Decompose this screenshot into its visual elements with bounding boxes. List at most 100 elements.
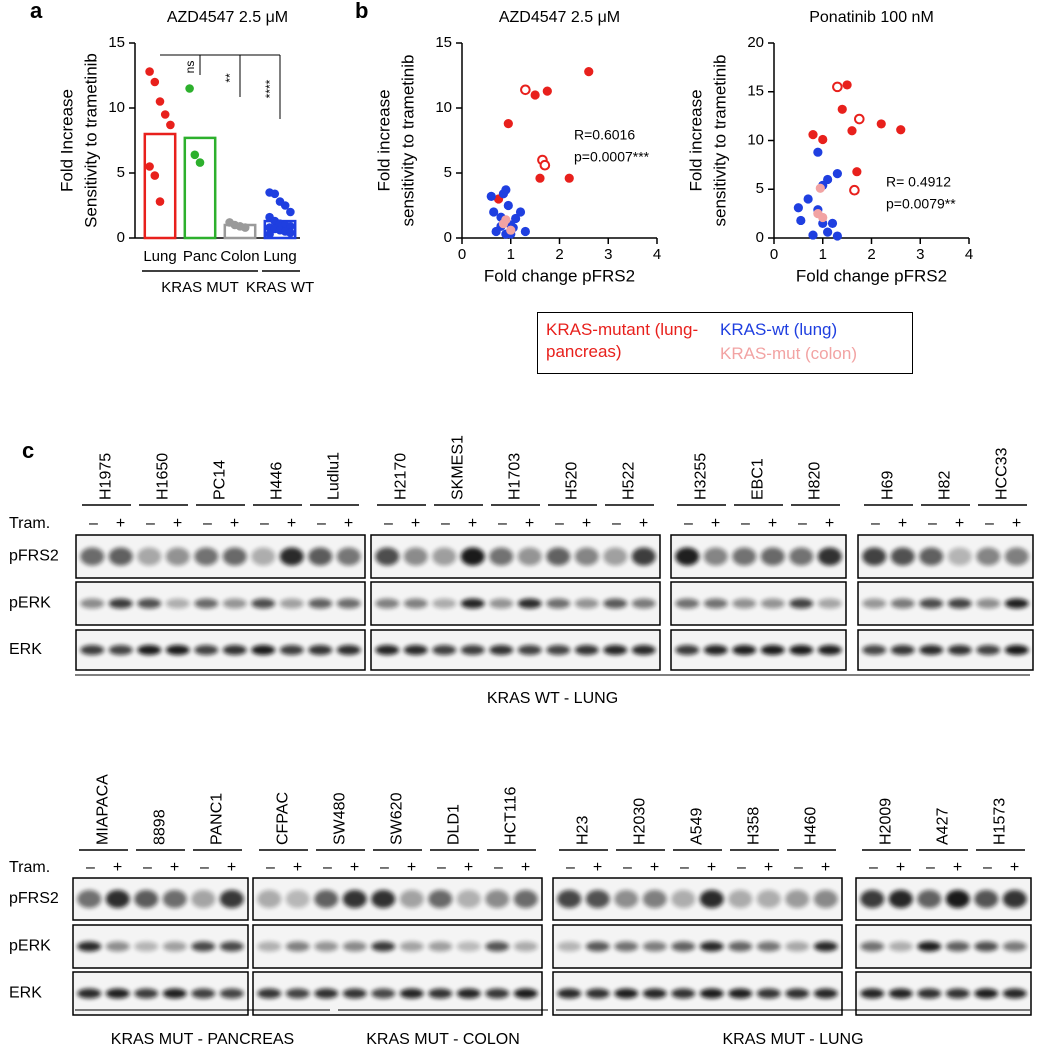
x-axis-label: Fold change pFRS2 xyxy=(484,266,635,285)
x-tick-label: 1 xyxy=(819,246,827,263)
blot-band xyxy=(947,645,972,655)
treatment-sign: – xyxy=(143,859,152,876)
blot-band xyxy=(517,598,542,609)
blot-band xyxy=(80,547,105,566)
cell-line-label: H358 xyxy=(746,807,763,845)
blot-band xyxy=(342,941,367,952)
blot-band xyxy=(890,547,915,566)
blot-band xyxy=(574,598,599,609)
treatment-sign: – xyxy=(441,515,450,532)
blot-band xyxy=(428,890,453,908)
blot-band xyxy=(789,598,814,609)
blot-band xyxy=(489,547,514,566)
y-tick-label: 10 xyxy=(435,99,452,116)
treatment-sign: – xyxy=(794,859,803,876)
y-tick-label: 15 xyxy=(747,83,764,100)
blot-band xyxy=(279,645,304,655)
blot-band xyxy=(1004,547,1029,566)
cell-line-label: A549 xyxy=(689,808,706,845)
y-axis-label: Fold Increase xyxy=(57,89,76,192)
x-tick-label: Lung xyxy=(263,248,296,265)
treatment-sign: – xyxy=(260,515,269,532)
blot-band xyxy=(285,890,310,908)
blot-band xyxy=(976,598,1001,609)
cell-line-label: DLD1 xyxy=(446,804,463,845)
group-label: KRAS MUT xyxy=(161,279,239,296)
cell-line-label: 8898 xyxy=(152,809,169,845)
chart-title: AZD4547 2.5 μM xyxy=(167,9,288,26)
data-point xyxy=(503,200,513,211)
x-axis-label: Fold change pFRS2 xyxy=(796,266,947,285)
cell-line-label: PANC1 xyxy=(209,793,226,845)
blot-frame xyxy=(857,581,1034,626)
row-label: pERK xyxy=(9,938,51,955)
blot-frame xyxy=(72,971,249,1016)
treatment-sign: – xyxy=(86,859,95,876)
data-point xyxy=(896,125,906,135)
treatment-sign: – xyxy=(798,515,807,532)
data-point xyxy=(155,197,165,206)
data-point xyxy=(506,225,516,235)
significance-label: ** xyxy=(223,73,237,83)
panel-label: a xyxy=(30,0,43,23)
annotation: p=0.0007*** xyxy=(574,149,650,165)
blot-band xyxy=(546,547,571,566)
y-axis-label: sensitivity to trametinib xyxy=(710,55,729,227)
treatment-sign: – xyxy=(266,859,275,876)
blot-band xyxy=(974,988,999,999)
data-point xyxy=(793,203,803,213)
blot-band xyxy=(603,598,628,609)
blot-band xyxy=(456,988,481,999)
blot-band xyxy=(699,941,724,952)
blot-band xyxy=(137,547,162,566)
blot-band xyxy=(375,598,400,609)
blot-band xyxy=(403,547,428,566)
blot-band xyxy=(432,547,457,566)
blot-band xyxy=(308,598,333,609)
blot-band xyxy=(428,941,453,952)
blot-band xyxy=(785,988,810,999)
blot-band xyxy=(460,645,485,655)
blot-band xyxy=(789,645,814,655)
blot-frame xyxy=(855,971,1032,1016)
treatment-sign: – xyxy=(737,859,746,876)
treatment-sign: – xyxy=(680,859,689,876)
chart-title: Ponatinib 100 nM xyxy=(809,9,934,26)
treatment-sign: – xyxy=(928,515,937,532)
blot-band xyxy=(862,598,887,609)
treatment-sign: – xyxy=(985,515,994,532)
blot-band xyxy=(77,988,102,999)
blot-frame xyxy=(855,924,1032,969)
blot-band xyxy=(219,890,244,908)
blot-band xyxy=(917,890,942,908)
blot-band xyxy=(137,598,162,609)
cell-line-label: SW480 xyxy=(332,792,349,845)
blot-frame xyxy=(857,629,1034,671)
blot-band xyxy=(399,941,424,952)
cell-line-label: HCT116 xyxy=(503,787,520,845)
blot-band xyxy=(817,547,842,566)
data-point xyxy=(503,119,513,129)
chart-title: AZD4547 2.5 μM xyxy=(499,9,620,26)
blot-band xyxy=(279,598,304,609)
blot-band xyxy=(80,598,105,609)
cell-line-label: SKMES1 xyxy=(450,435,467,500)
x-tick-label: 4 xyxy=(965,246,973,263)
data-point xyxy=(160,110,170,119)
y-tick-label: 0 xyxy=(444,229,452,246)
blot-band xyxy=(105,941,130,952)
blot-frame xyxy=(72,924,249,969)
blot-band xyxy=(919,547,944,566)
x-tick-label: Panc xyxy=(183,248,218,265)
y-axis-label: sensitivity to trametinib xyxy=(398,55,417,227)
cell-line-label: H446 xyxy=(269,462,286,500)
blot-band xyxy=(888,890,913,908)
blot-band xyxy=(251,547,276,566)
blot-band xyxy=(222,547,247,566)
blot-band xyxy=(760,645,785,655)
cell-line-label: H520 xyxy=(564,462,581,500)
blot-band xyxy=(1002,890,1027,908)
bar xyxy=(143,132,177,240)
blot-band xyxy=(105,890,130,908)
